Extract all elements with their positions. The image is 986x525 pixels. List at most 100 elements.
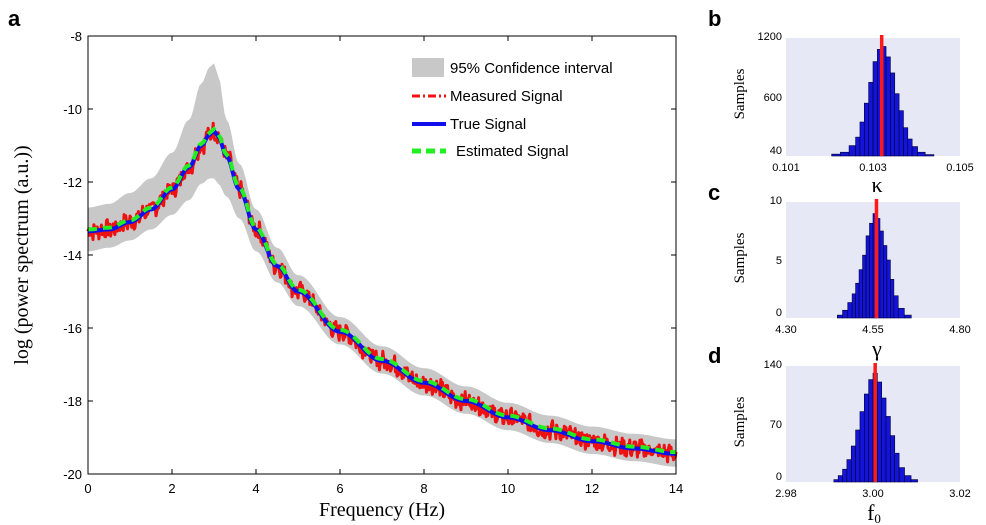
legend-label-true: True Signal — [450, 116, 526, 133]
hist-b-bar — [855, 136, 861, 157]
hist-b-y-tick-label: 40 — [770, 145, 782, 157]
hist-b-bar — [859, 121, 865, 157]
hist-b-bar — [848, 145, 856, 157]
histogram-gamma: 10 5 0 4.30 4.55 4.80 — [770, 195, 971, 336]
hist-d-y-tick-label: 70 — [770, 419, 782, 431]
main-x-ticks: 0 2 4 6 8 10 12 14 — [84, 36, 683, 496]
hist-d-x-tick-label: 3.02 — [949, 488, 970, 500]
main-x-tick-label: 14 — [669, 481, 683, 496]
hist-b-bar — [911, 146, 918, 157]
hist-b-bar — [890, 72, 896, 157]
hist-b-bar — [898, 110, 904, 157]
hist-d-bar — [881, 397, 887, 483]
hist-d-bar — [877, 381, 882, 483]
main-x-tick-label: 6 — [336, 481, 343, 496]
hist-c-bar — [869, 222, 874, 319]
hist-c-bar — [837, 314, 843, 319]
hist-c-bar — [890, 279, 895, 319]
hist-d-param-label: f0 — [867, 500, 881, 525]
hist-d-bar — [890, 435, 896, 483]
hist-c-bar — [897, 308, 905, 319]
hist-d-y-title: Samples — [732, 396, 748, 447]
legend-swatch-ci — [412, 58, 444, 77]
main-x-axis-title: Frequency (Hz) — [319, 499, 445, 521]
hist-d-bar — [833, 479, 839, 483]
panel-letter-a: a — [8, 6, 21, 31]
hist-b-bar — [872, 61, 878, 157]
hist-b-bar — [907, 138, 913, 157]
hist-c-param-label: γ — [871, 336, 882, 361]
hist-d-bar — [898, 467, 905, 483]
hist-c-x-tick-label: 4.80 — [949, 324, 970, 336]
hist-d-x-tick-label: 3.00 — [862, 488, 883, 500]
hist-c-x-tick-label: 4.30 — [775, 324, 796, 336]
main-y-tick-label: -12 — [63, 175, 82, 190]
hist-b-bar — [840, 151, 850, 157]
hist-d-x-tick-label: 2.98 — [775, 488, 796, 500]
hist-d-bar — [910, 479, 918, 483]
hist-d-param-sub: 0 — [874, 511, 881, 525]
hist-c-y-tick-label: 10 — [770, 195, 782, 207]
hist-b-bar — [917, 151, 926, 157]
main-y-axis-title: log (power spectrum (a.u.)) — [11, 145, 33, 364]
main-x-tick-label: 10 — [501, 481, 515, 496]
hist-b-param-label: κ — [871, 172, 882, 197]
main-y-tick-label: -14 — [63, 248, 82, 263]
hist-b-bar — [863, 102, 869, 157]
hist-c-bar — [851, 293, 856, 319]
hist-b-y-title: Samples — [732, 68, 748, 119]
main-y-tick-label: -18 — [63, 394, 82, 409]
hist-b-bar — [885, 56, 891, 157]
legend-label-ci: 95% Confidence interval — [450, 60, 613, 77]
hist-c-y-tick-label: 0 — [776, 307, 782, 319]
main-y-tick-label: -16 — [63, 321, 82, 336]
hist-c-bar — [862, 254, 867, 319]
hist-d-bar — [842, 468, 848, 483]
ci-band — [88, 63, 676, 467]
hist-b-y-tick-label: 1200 — [758, 31, 782, 43]
hist-d-bar — [859, 411, 865, 483]
hist-d-y-tick-label: 140 — [764, 359, 782, 371]
hist-d-bar — [894, 452, 900, 483]
main-x-tick-label: 2 — [168, 481, 175, 496]
main-x-tick-label: 0 — [84, 481, 91, 496]
hist-d-bar — [837, 475, 843, 483]
legend: 95% Confidence interval Measured Signal … — [412, 58, 613, 160]
hist-c-bar — [879, 230, 884, 319]
hist-c-bar — [886, 259, 891, 319]
hist-d-bar — [855, 429, 861, 483]
series-estimated-line — [87, 126, 676, 455]
main-x-tick-label: 12 — [585, 481, 599, 496]
main-x-tick-label: 4 — [252, 481, 259, 496]
legend-label-estimated: Estimated Signal — [456, 143, 569, 160]
main-plot-frame — [87, 35, 677, 475]
hist-b-bar — [831, 153, 841, 157]
panel-letter-c: c — [708, 180, 720, 205]
hist-d-bar — [850, 445, 856, 483]
hist-c-bar — [883, 245, 888, 319]
legend-label-measured: Measured Signal — [450, 88, 563, 105]
hist-b-bar — [924, 154, 935, 157]
hist-c-bar — [855, 282, 860, 319]
hist-b-bar — [894, 93, 900, 157]
hist-b-bar — [868, 82, 874, 157]
histogram-kappa: 1200 600 40 0.101 0.103 0.105 — [758, 31, 974, 174]
main-y-tick-label: -8 — [70, 29, 82, 44]
hist-d-bar — [885, 416, 891, 483]
main-chart: 0 2 4 6 8 10 12 14 -8 -10 -12 -14 -16 -18 -20 Frequen… — [11, 29, 683, 521]
histogram-f0: 140 70 0 2.98 3.00 3.02 — [764, 359, 971, 500]
main-y-ticks: -8 -10 -12 -14 -16 -18 -20 — [63, 29, 676, 482]
panel-letter-b: b — [708, 6, 721, 31]
main-y-tick-label: -10 — [63, 102, 82, 117]
hist-d-bar — [846, 459, 852, 483]
hist-c-bar — [904, 314, 912, 319]
main-x-tick-label: 8 — [420, 481, 427, 496]
main-y-tick-label: -20 — [63, 467, 82, 482]
hist-d-bar — [868, 379, 874, 483]
hist-c-bar — [842, 309, 849, 319]
hist-d-param-main: f — [867, 500, 875, 525]
hist-b-bar — [903, 127, 909, 157]
panel-letter-d: d — [708, 343, 721, 368]
main-plot-area — [86, 63, 678, 467]
